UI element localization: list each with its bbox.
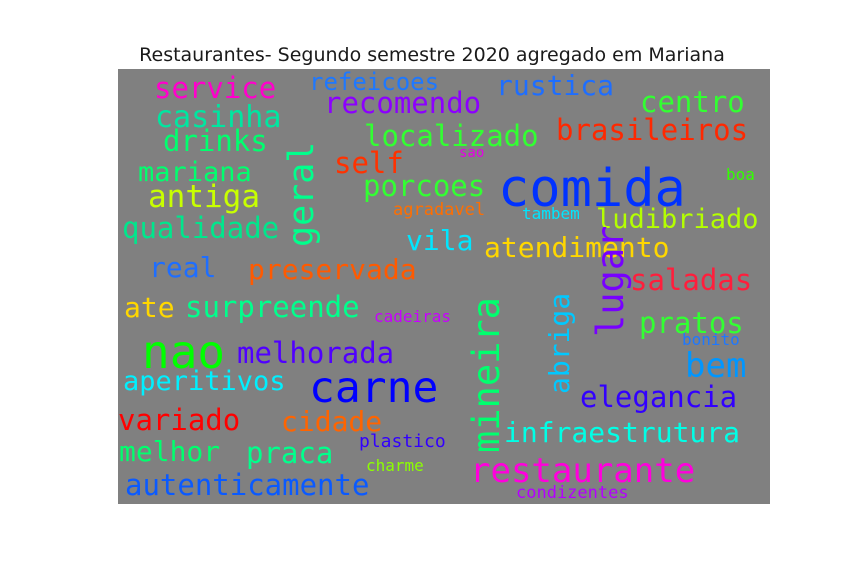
word-abriga: abriga bbox=[543, 292, 576, 394]
word-boa: boa bbox=[726, 165, 755, 184]
word-cloud: service refeicoes rustica casinha recomendo c… bbox=[118, 69, 770, 504]
word-refeicoes: refeicoes bbox=[309, 69, 440, 96]
word-pratos: pratos bbox=[639, 306, 744, 340]
word-elegancia: elegancia bbox=[580, 380, 738, 414]
word-drinks: drinks bbox=[163, 124, 268, 158]
word-cadeiras: cadeiras bbox=[374, 307, 452, 326]
word-carne: carne bbox=[309, 363, 439, 413]
word-aperitivos: aperitivos bbox=[123, 366, 286, 397]
word-ludibriado: ludibriado bbox=[596, 204, 759, 235]
word-agradavel: agradavel bbox=[393, 200, 486, 220]
word-nao: nao bbox=[142, 325, 226, 379]
word-atendimento: atendimento bbox=[484, 231, 670, 264]
word-melhor: melhor bbox=[119, 435, 221, 468]
word-ate: ate bbox=[124, 291, 175, 324]
word-antiga: antiga bbox=[148, 179, 260, 215]
word-restaurante: restaurante bbox=[470, 451, 696, 491]
word-variado: variado bbox=[118, 403, 241, 437]
word-casinha: casinha bbox=[155, 100, 282, 135]
word-surpreende: surpreende bbox=[185, 290, 360, 324]
word-cidade: cidade bbox=[281, 405, 383, 438]
word-plastico: plastico bbox=[359, 431, 446, 452]
word-porcoes: porcoes bbox=[363, 169, 486, 203]
word-vila: vila bbox=[406, 224, 474, 257]
word-centro: centro bbox=[640, 85, 745, 119]
word-lugar: lugar bbox=[589, 225, 632, 337]
word-tambem: tambem bbox=[522, 204, 580, 223]
word-melhorada: melhorada bbox=[237, 336, 395, 370]
word-rustica: rustica bbox=[496, 69, 615, 102]
word-comida: comida bbox=[498, 159, 686, 219]
word-service: service bbox=[154, 71, 277, 105]
word-bonito: bonito bbox=[682, 330, 740, 349]
word-mariana: mariana bbox=[138, 157, 252, 188]
word-brasileiros: brasileiros bbox=[556, 113, 749, 147]
word-praca: praca bbox=[246, 436, 334, 470]
word-sao: sao bbox=[459, 145, 485, 161]
word-preservada: preservada bbox=[248, 253, 417, 286]
word-condizentes: condizentes bbox=[516, 483, 629, 503]
word-self: self bbox=[334, 146, 404, 180]
word-charme: charme bbox=[366, 456, 424, 475]
word-geral: geral bbox=[282, 141, 322, 247]
word-bem: bem bbox=[685, 346, 747, 386]
word-qualidade: qualidade bbox=[122, 211, 280, 245]
word-infraestrutura: infraestrutura bbox=[504, 416, 741, 449]
word-mineira: mineira bbox=[465, 297, 508, 453]
word-real: real bbox=[149, 251, 217, 284]
word-recomendo: recomendo bbox=[324, 86, 482, 120]
chart-title: Restaurantes- Segundo semestre 2020 agre… bbox=[139, 44, 725, 66]
word-saladas: saladas bbox=[630, 263, 753, 297]
word-autenticamente: autenticamente bbox=[125, 468, 370, 502]
word-localizado: localizado bbox=[364, 119, 539, 153]
